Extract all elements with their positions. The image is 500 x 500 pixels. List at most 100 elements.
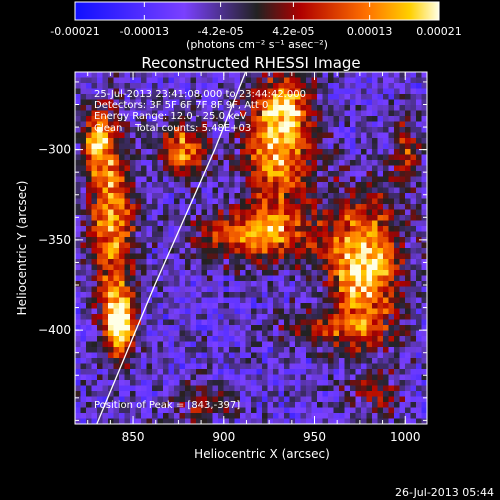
heatmap-cell: [350, 413, 356, 419]
heatmap-cell: [377, 407, 384, 414]
heatmap-cell: [97, 363, 103, 370]
heatmap-cell: [190, 116, 197, 122]
heatmap-cell: [361, 396, 367, 403]
heatmap-cell: [295, 413, 301, 419]
heatmap-cell: [355, 121, 362, 128]
heatmap-cell: [388, 352, 395, 359]
heatmap-cell: [394, 380, 400, 386]
heatmap-cell: [212, 209, 219, 216]
heatmap-cell: [223, 297, 230, 304]
heatmap-cell: [245, 105, 252, 111]
heatmap-cell: [317, 242, 323, 249]
heatmap-cell: [185, 418, 191, 424]
heatmap-cell: [350, 138, 356, 144]
heatmap-cell: [234, 99, 241, 106]
heatmap-cell: [388, 143, 395, 150]
heatmap-cell: [135, 358, 142, 364]
heatmap-cell: [344, 110, 351, 117]
heatmap-cell: [185, 308, 191, 315]
heatmap-cell: [207, 220, 213, 227]
heatmap-cell: [410, 204, 417, 210]
heatmap-cell: [295, 220, 301, 227]
heatmap-cell: [163, 358, 169, 364]
heatmap-cell: [152, 308, 158, 315]
heatmap-cell: [152, 413, 158, 419]
heatmap-cell: [157, 209, 164, 216]
heatmap-cell: [289, 165, 296, 172]
heatmap-cell: [394, 105, 400, 111]
heatmap-cell: [212, 182, 219, 188]
heatmap-cell: [311, 352, 318, 359]
heatmap-cell: [322, 209, 329, 216]
heatmap-cell: [196, 88, 202, 95]
heatmap-cell: [190, 215, 197, 221]
heatmap-cell: [174, 72, 180, 78]
heatmap-cell: [361, 391, 367, 397]
heatmap-cell: [229, 116, 235, 122]
heatmap-cell: [141, 418, 147, 424]
heatmap-cell: [284, 110, 290, 117]
heatmap-cell: [152, 374, 158, 381]
heatmap-cell: [212, 402, 219, 408]
heatmap-cell: [91, 72, 98, 78]
heatmap-cell: [108, 171, 114, 177]
heatmap-cell: [75, 319, 81, 326]
heatmap-cell: [289, 204, 296, 210]
heatmap-cell: [278, 253, 285, 260]
heatmap-cell: [256, 308, 263, 315]
heatmap-cell: [377, 380, 384, 386]
heatmap-cell: [273, 292, 279, 298]
heatmap-cell: [421, 149, 427, 155]
heatmap-cell: [179, 209, 186, 216]
heatmap-cell: [273, 402, 279, 408]
heatmap-cell: [168, 99, 175, 106]
heatmap-cell: [240, 341, 246, 348]
heatmap-cell: [113, 248, 120, 254]
heatmap-cell: [410, 358, 417, 364]
heatmap-cell: [289, 237, 296, 243]
heatmap-cell: [179, 242, 186, 249]
heatmap-cell: [322, 198, 329, 205]
heatmap-cell: [399, 77, 406, 84]
heatmap-cell: [97, 94, 103, 100]
heatmap-cell: [289, 248, 296, 254]
heatmap-cell: [289, 99, 296, 106]
heatmap-cell: [284, 341, 290, 348]
heatmap-cell: [328, 358, 334, 364]
heatmap-cell: [383, 198, 389, 205]
heatmap-cell: [190, 253, 197, 260]
heatmap-cell: [152, 292, 158, 298]
heatmap-cell: [135, 286, 142, 293]
heatmap-cell: [366, 281, 373, 287]
heatmap-cell: [190, 94, 197, 100]
heatmap-cell: [196, 127, 202, 133]
heatmap-cell: [207, 116, 213, 122]
heatmap-cell: [97, 374, 103, 381]
heatmap-cell: [350, 72, 356, 78]
heatmap-cell: [350, 99, 356, 106]
heatmap-cell: [168, 127, 175, 133]
heatmap-cell: [421, 121, 427, 128]
heatmap-cell: [372, 363, 378, 370]
heatmap-cell: [207, 352, 213, 359]
heatmap-cell: [377, 198, 384, 205]
heatmap-cell: [311, 380, 318, 386]
heatmap-cell: [196, 341, 202, 348]
heatmap-cell: [75, 160, 81, 166]
heatmap-cell: [328, 83, 334, 89]
heatmap-cell: [168, 105, 175, 111]
heatmap-cell: [240, 358, 246, 364]
heatmap-cell: [212, 363, 219, 370]
heatmap-cell: [185, 292, 191, 298]
heatmap-cell: [267, 314, 274, 320]
heatmap-cell: [344, 259, 351, 265]
heatmap-cell: [108, 325, 114, 331]
heatmap-cell: [75, 187, 81, 194]
heatmap-cell: [284, 336, 290, 342]
heatmap-cell: [394, 391, 400, 397]
heatmap-cell: [240, 77, 246, 84]
heatmap-cell: [399, 88, 406, 95]
heatmap-cell: [300, 116, 307, 122]
heatmap-cell: [383, 292, 389, 298]
chart-title: Reconstructed RHESSI Image: [141, 54, 360, 72]
